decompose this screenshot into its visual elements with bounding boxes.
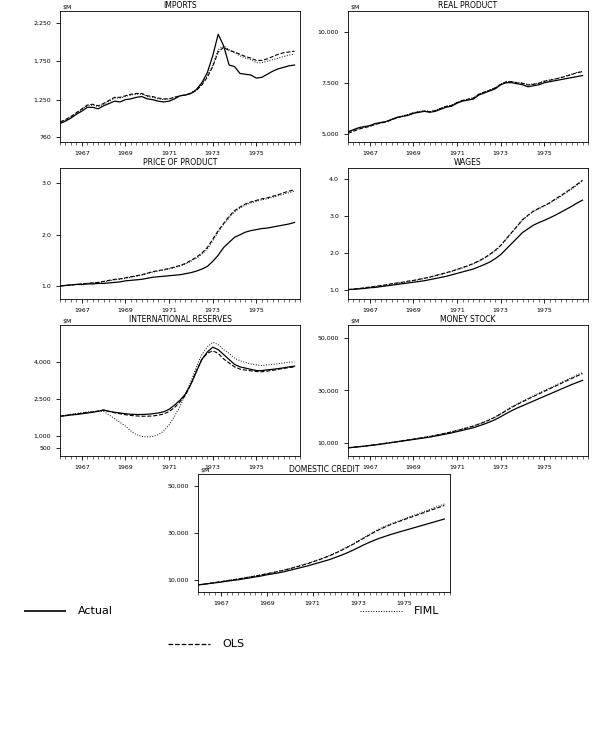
Title: REAL PRODUCT: REAL PRODUCT <box>439 1 497 10</box>
Text: FIML: FIML <box>414 606 439 616</box>
Text: OLS: OLS <box>222 639 244 649</box>
Text: $M: $M <box>200 468 210 473</box>
Title: IMPORTS: IMPORTS <box>163 1 197 10</box>
Title: WAGES: WAGES <box>454 158 482 167</box>
Text: $M: $M <box>62 319 72 323</box>
Text: Actual: Actual <box>78 606 113 616</box>
Text: $M: $M <box>62 5 72 10</box>
Title: INTERNATIONAL RESERVES: INTERNATIONAL RESERVES <box>128 315 232 324</box>
Title: DOMESTIC CREDIT: DOMESTIC CREDIT <box>289 465 359 474</box>
Text: $M: $M <box>350 5 360 10</box>
Text: $M: $M <box>350 319 360 323</box>
Title: PRICE OF PRODUCT: PRICE OF PRODUCT <box>143 158 217 167</box>
Title: MONEY STOCK: MONEY STOCK <box>440 315 496 324</box>
